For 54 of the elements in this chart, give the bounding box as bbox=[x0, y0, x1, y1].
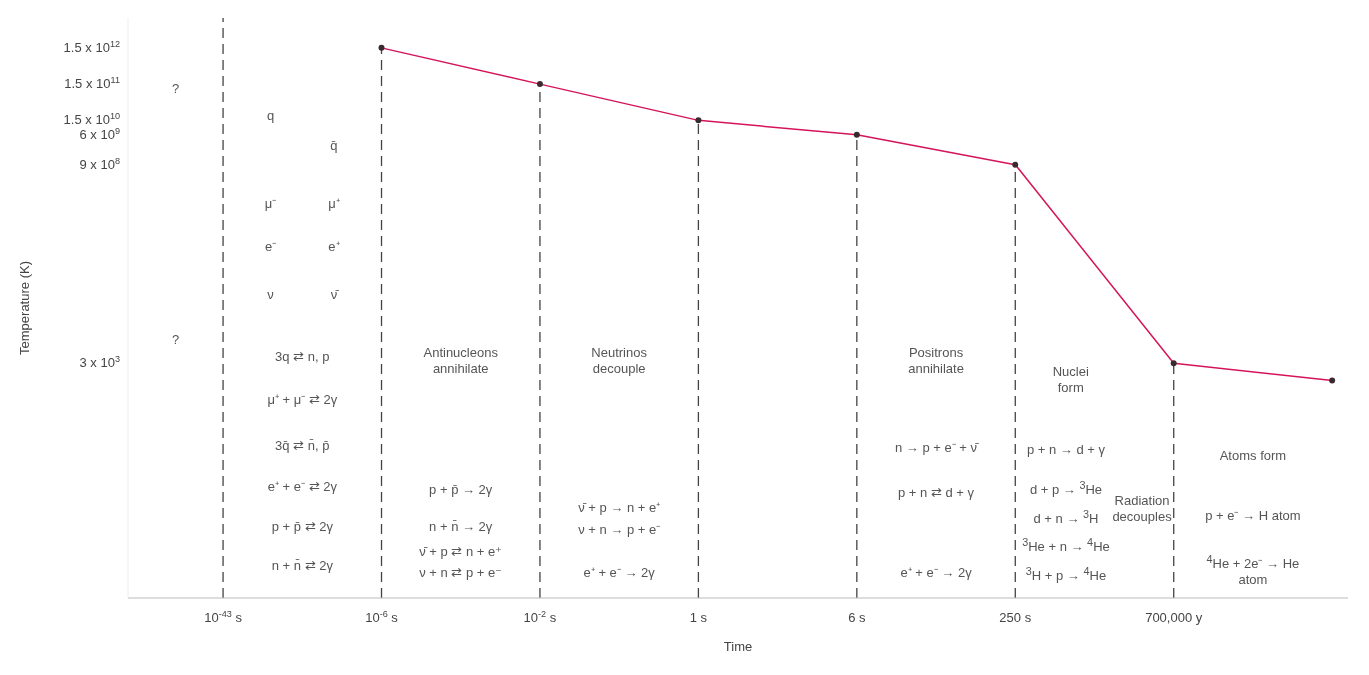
annotation: 3q̄ ⇄ n̄, p̄ bbox=[275, 438, 330, 455]
x-tick-label: 10$^{-6}$ s bbox=[365, 609, 399, 625]
annotation: Nuclei form bbox=[1051, 363, 1090, 396]
annotation: e⁺ + e⁻ ⇄ 2γ bbox=[267, 478, 337, 495]
annotation: e⁺ + e⁻ → 2γ bbox=[583, 565, 655, 582]
annotation: Antinucleons annihilate bbox=[422, 344, 499, 377]
y-tick-label: 9 x 10$^{8}$ bbox=[79, 155, 120, 172]
annotation: n → p + e⁻ + ν̄ bbox=[895, 440, 978, 457]
x-tick-label: 10$^{-2}$ s bbox=[523, 609, 557, 625]
annotation: p + p̄ → 2γ bbox=[429, 481, 493, 498]
x-tick-label: 6 s bbox=[848, 610, 866, 625]
annotation: p + n → d + γ bbox=[1026, 442, 1105, 459]
y-axis-title: Temperature (K) bbox=[16, 261, 32, 355]
annotation: n + n̄ → 2γ bbox=[429, 519, 493, 536]
annotation: p + n ⇄ d + γ bbox=[898, 485, 975, 502]
x-tick-label: 10$^{-43}$ s bbox=[204, 609, 243, 625]
annotation: ν bbox=[267, 287, 274, 304]
annotation: $^{4}$He + 2e⁻ → He atom bbox=[1205, 551, 1301, 588]
annotation: μ⁻ bbox=[264, 195, 277, 212]
annotation: μ⁺ bbox=[328, 195, 340, 212]
annotation: Positrons annihilate bbox=[907, 344, 965, 377]
annotation: Atoms form bbox=[1219, 448, 1287, 465]
y-tick-label: 3 x 10$^{3}$ bbox=[79, 354, 120, 371]
annotation: q̄ bbox=[330, 138, 338, 155]
y-tick-label: 6 x 10$^{9}$ bbox=[79, 125, 120, 142]
annotation: d + p → $^{3}$He bbox=[1029, 477, 1103, 499]
y-tick-label: 1.5 x 10$^{10}$ bbox=[63, 111, 120, 128]
annotation: e⁺ + e⁻ → 2γ bbox=[900, 565, 972, 582]
annotation: $^{3}$H + p → $^{4}$He bbox=[1025, 564, 1107, 585]
annotation: d + n → $^{3}$H bbox=[1033, 506, 1099, 527]
annotation: Neutrinos decouple bbox=[590, 344, 648, 377]
annotation: ν̄ + p ⇄ n + e⁺ bbox=[419, 543, 503, 560]
annotation: Radiation decouples bbox=[1111, 493, 1173, 526]
x-tick-label: 250 s bbox=[999, 610, 1032, 625]
annotation: ν̄ bbox=[330, 287, 338, 304]
annotation: $^{3}$He + n → $^{4}$He bbox=[1022, 535, 1110, 556]
x-tick-label: 700,000 y bbox=[1145, 610, 1203, 625]
annotation: ν̄ + p → n + e⁺ bbox=[578, 499, 661, 516]
annotation: μ⁺ + μ⁻ ⇄ 2γ bbox=[267, 392, 338, 409]
x-axis-title: Time bbox=[723, 639, 753, 654]
annotation: 3q ⇄ n, p bbox=[275, 349, 330, 366]
y-tick-label: 1.5 x 10$^{12}$ bbox=[63, 38, 120, 55]
annotation: p + e⁻ → H atom bbox=[1205, 507, 1301, 524]
annotation: ν + n ⇄ p + e⁻ bbox=[419, 565, 503, 582]
annotation: ν + n → p + e⁻ bbox=[578, 521, 661, 538]
x-tick-label: 1 s bbox=[689, 610, 708, 625]
y-tick-label: 1.5 x 10$^{11}$ bbox=[64, 75, 120, 92]
annotation: ? bbox=[171, 80, 180, 97]
annotation: p + p̄ ⇄ 2γ bbox=[271, 519, 333, 536]
annotation: e⁻ bbox=[264, 239, 277, 256]
annotation: q bbox=[266, 107, 275, 124]
annotation: ? bbox=[171, 332, 180, 349]
annotation: e⁺ bbox=[328, 239, 340, 256]
annotation: n + n̄ ⇄ 2γ bbox=[271, 558, 333, 575]
